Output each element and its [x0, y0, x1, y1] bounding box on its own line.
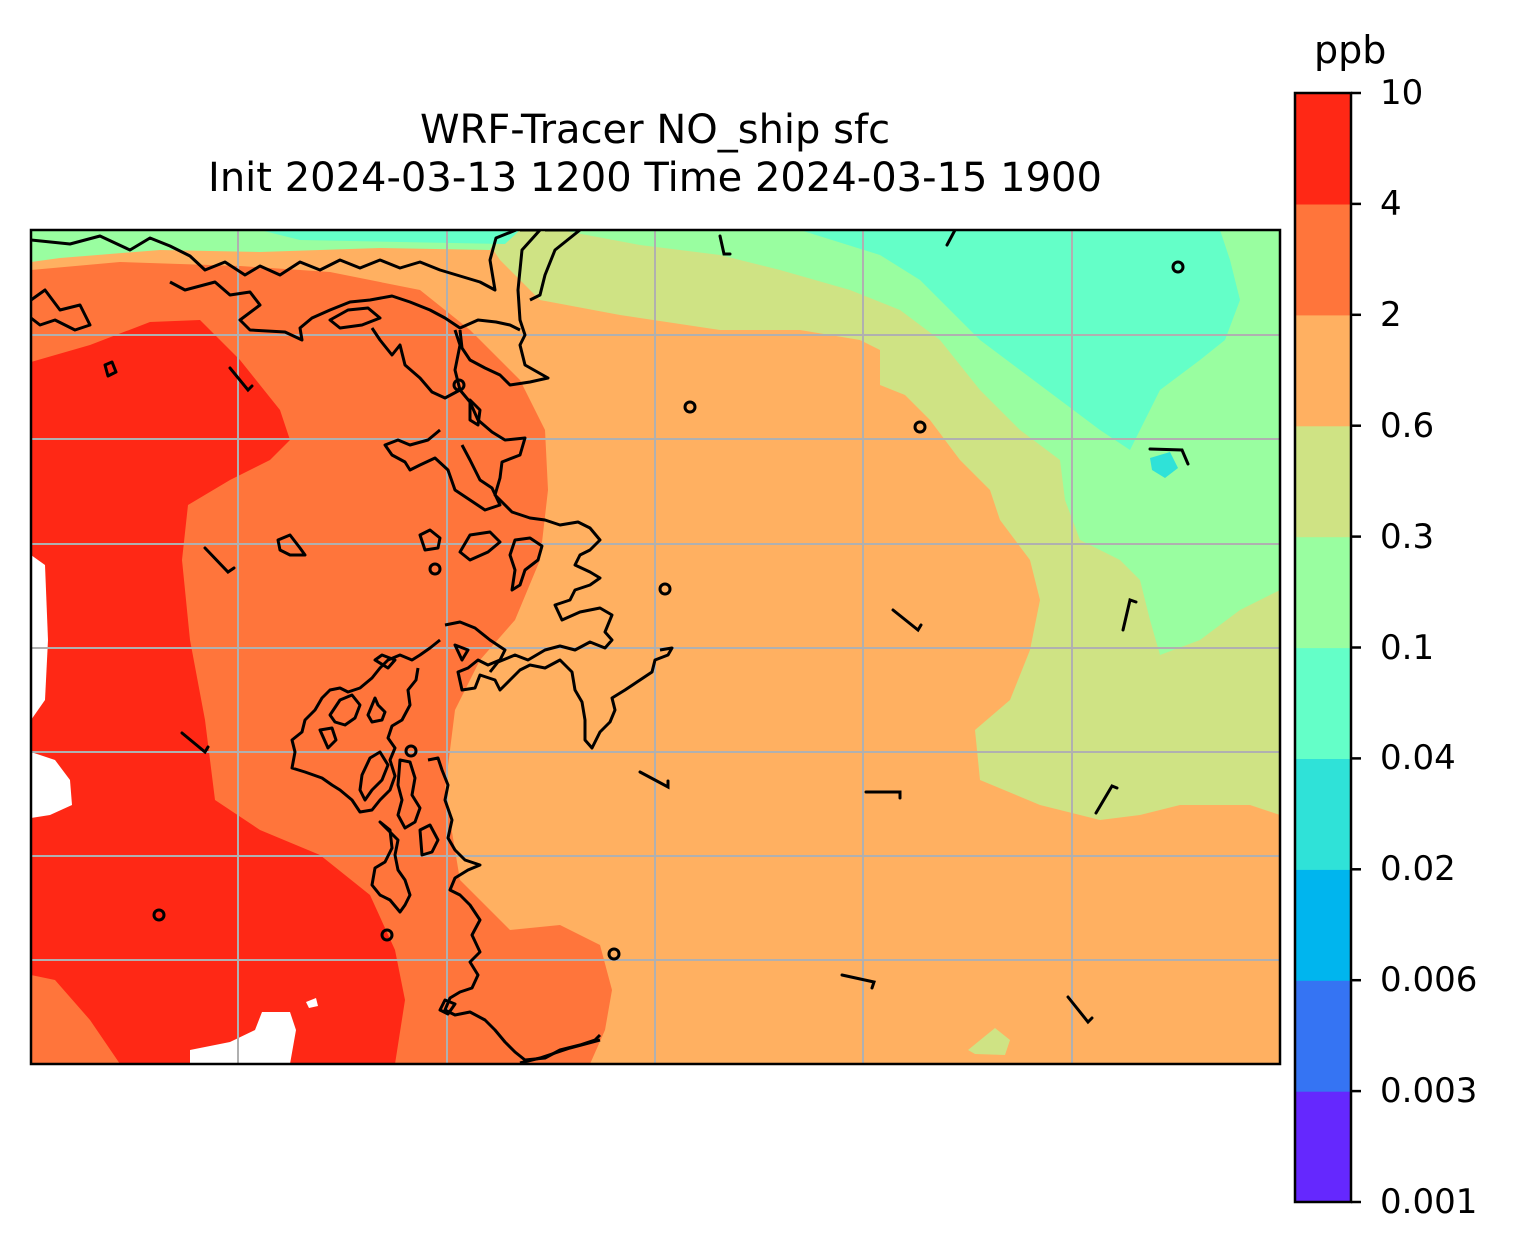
colorbar-segment	[1295, 758, 1351, 870]
fill-level-4-10	[31, 320, 405, 1064]
station-marker	[607, 947, 621, 961]
colorbar-tick-label: 10	[1380, 73, 1424, 113]
colorbar-segment	[1295, 314, 1351, 427]
station-marker	[658, 582, 672, 596]
map-panel	[31, 230, 1280, 1064]
colorbar-segment	[1295, 93, 1351, 205]
colorbar-tick-label: 0.6	[1380, 405, 1435, 446]
colorbar-unit-label: ppb	[1314, 28, 1387, 72]
missing-data-3	[190, 1012, 296, 1064]
station-marker	[913, 420, 927, 434]
map-frame	[29, 228, 1282, 1066]
wind-barbs	[180, 230, 1190, 1025]
wind-barb	[1148, 447, 1190, 466]
wind-barb	[945, 230, 957, 247]
station-marker	[380, 928, 394, 942]
wind-barb	[1066, 995, 1094, 1025]
station-marker	[452, 378, 466, 392]
colorbar-ticks	[1351, 91, 1361, 1204]
colorbar-segment	[1295, 1091, 1351, 1203]
wind-barb	[864, 790, 902, 800]
wind-barb	[638, 770, 670, 790]
missing-data-1	[31, 555, 48, 720]
wind-barb	[718, 234, 732, 256]
colorbar-tick-label: 4	[1380, 183, 1402, 224]
gridlines	[31, 230, 1280, 1064]
colorbar-segment	[1295, 647, 1351, 759]
colorbar-tick-label: 0.003	[1380, 1071, 1478, 1112]
colorbar-tick-label: 0.006	[1380, 960, 1478, 1001]
wind-barb	[1121, 598, 1138, 632]
station-marker	[683, 400, 697, 414]
wind-barb	[228, 366, 254, 393]
coastlines	[31, 230, 674, 1064]
colorbar-segment	[1295, 536, 1351, 649]
colorbar-tick-label: 0.02	[1380, 849, 1456, 890]
title-line-2: Init 2024-03-13 1200 Time 2024-03-15 190…	[208, 155, 1102, 201]
fill-level-0.04-0.1	[800, 230, 1240, 450]
colorbar-segment	[1295, 980, 1351, 1092]
title-line-1: WRF-Tracer NO_ship sfc	[419, 107, 891, 153]
colorbar-tick-label: 0.04	[1380, 738, 1456, 779]
station-marker	[1171, 260, 1185, 274]
wind-barb	[891, 608, 923, 633]
colorbar-tick-label: 0.1	[1380, 627, 1435, 668]
colorbar-tick-label: 2	[1380, 294, 1402, 335]
station-marker	[428, 562, 442, 576]
station-marker	[404, 744, 418, 758]
station-marker	[152, 908, 166, 922]
colorbar	[1295, 93, 1351, 1203]
missing-data-2	[31, 752, 72, 818]
colorbar-tick-label: 0.3	[1380, 516, 1435, 557]
station-markers	[152, 260, 1185, 961]
plot-title: WRF-Tracer NO_ship sfc Init 2024-03-13 1…	[30, 106, 1280, 202]
colorbar-tick-label: 0.001	[1380, 1182, 1478, 1222]
wind-barb	[1094, 784, 1119, 815]
colorbar-segment	[1295, 203, 1351, 316]
wind-barb	[203, 546, 236, 574]
fill-level-0.04-0.1-north	[260, 230, 520, 244]
colorbar-segment	[1295, 425, 1351, 538]
wind-barb	[840, 973, 876, 990]
fill-level-0.02-0.04-spot	[1150, 452, 1178, 478]
fill-level-0.3-0.6-patch	[968, 1028, 1010, 1055]
missing-data-4	[306, 998, 318, 1008]
colorbar-segment	[1295, 869, 1351, 981]
wind-barb	[180, 731, 210, 755]
